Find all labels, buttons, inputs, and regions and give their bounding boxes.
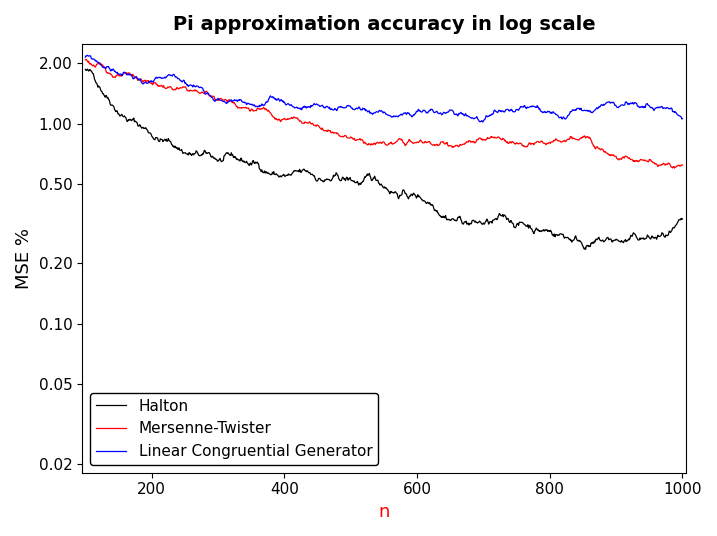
Line: Linear Congruential Generator: Linear Congruential Generator <box>85 55 683 122</box>
Halton <box>282 172 290 178</box>
Mersenne-Twister <box>160 84 168 91</box>
Mersenne-Twister <box>81 57 90 63</box>
Halton <box>83 66 92 72</box>
Halton <box>188 152 196 158</box>
Line: Mersenne-Twister: Mersenne-Twister <box>85 59 683 168</box>
Linear Congruential Generator <box>282 101 290 108</box>
Title: Pi approximation accuracy in log scale: Pi approximation accuracy in log scale <box>173 15 595 34</box>
Linear Congruential Generator <box>478 119 487 125</box>
X-axis label: n: n <box>379 503 389 521</box>
Mersenne-Twister <box>670 165 679 172</box>
Linear Congruential Generator <box>375 107 384 114</box>
Mersenne-Twister <box>531 140 539 147</box>
Halton <box>375 180 384 187</box>
Mersenne-Twister <box>188 88 196 94</box>
Linear Congruential Generator <box>188 83 196 89</box>
Linear Congruential Generator <box>83 52 92 58</box>
Y-axis label: MSE %: MSE % <box>15 228 33 289</box>
Line: Halton: Halton <box>85 69 683 249</box>
Linear Congruential Generator <box>160 75 168 81</box>
Mersenne-Twister <box>678 162 687 168</box>
Linear Congruential Generator <box>531 103 539 110</box>
Halton <box>478 221 487 227</box>
Mersenne-Twister <box>375 140 384 146</box>
Legend: Halton, Mersenne-Twister, Linear Congruential Generator: Halton, Mersenne-Twister, Linear Congrue… <box>90 392 379 465</box>
Mersenne-Twister <box>82 56 90 63</box>
Linear Congruential Generator <box>678 115 687 122</box>
Halton <box>531 228 539 235</box>
Linear Congruential Generator <box>479 117 488 124</box>
Mersenne-Twister <box>478 137 487 143</box>
Halton <box>678 216 687 222</box>
Halton <box>160 137 168 143</box>
Halton <box>581 246 590 252</box>
Mersenne-Twister <box>282 116 290 123</box>
Halton <box>81 66 90 73</box>
Linear Congruential Generator <box>81 54 90 61</box>
